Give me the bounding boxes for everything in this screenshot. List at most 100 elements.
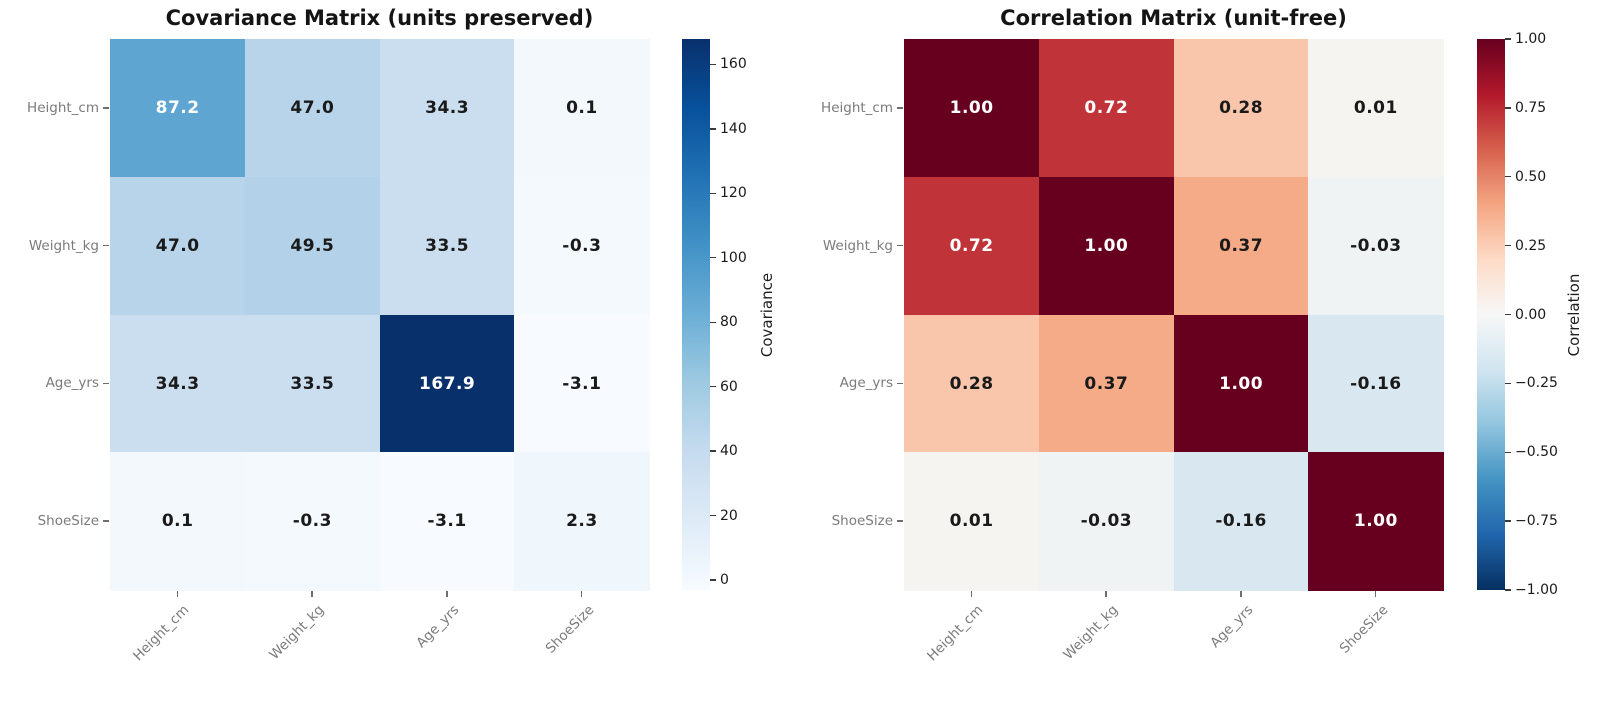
- y-tick-mark: [103, 107, 109, 109]
- cell-value: 0.72: [949, 235, 994, 256]
- colorbar-tick-mark: [1505, 313, 1511, 316]
- colorbar-tick-label: 40: [720, 443, 738, 460]
- colorbar-tick-label: 160: [720, 56, 747, 73]
- heatmap-cell-Height_cm-ShoeSize: 0.01: [1308, 39, 1444, 178]
- y-axis-label-Weight_kg: Weight_kg: [28, 237, 99, 254]
- heatmap-cell-ShoeSize-Height_cm: 0.01: [904, 452, 1040, 591]
- colorbar-tick-mark: [1505, 589, 1511, 591]
- y-tick-mark: [103, 520, 109, 522]
- colorbar-tick-label: −0.75: [1515, 513, 1558, 530]
- x-tick-mark: [1240, 591, 1242, 597]
- cell-value: 0.1: [566, 98, 598, 119]
- cell-value: 1.00: [1353, 511, 1398, 532]
- heatmap-cell-Height_cm-Weight_kg: 47.0: [244, 39, 380, 178]
- colorbar-tick-label: 20: [720, 507, 738, 524]
- cell-value: -3.1: [562, 373, 602, 394]
- heatmap-cell-Weight_kg-Age_yrs: 0.37: [1173, 176, 1309, 315]
- cell-value: 47.0: [155, 235, 200, 256]
- colorbar-tick-mark: [710, 257, 716, 259]
- colorbar-tick-label: 60: [720, 378, 738, 395]
- heatmap-cell-Age_yrs-Height_cm: 0.28: [904, 314, 1040, 453]
- heatmap-cell-Height_cm-Weight_kg: 0.72: [1038, 39, 1174, 178]
- colorbar-tick-mark: [710, 385, 716, 388]
- colorbar-tick-mark: [1505, 107, 1511, 109]
- heatmap-cell-ShoeSize-Age_yrs: -0.16: [1173, 452, 1309, 591]
- colorbar-tick-mark: [1505, 520, 1511, 522]
- x-tick-mark: [176, 591, 179, 597]
- colorbar-tick-mark: [710, 192, 716, 195]
- heatmap-cell-Height_cm-Height_cm: 87.2: [110, 39, 246, 178]
- colorbar-tick-label: −0.50: [1515, 444, 1558, 461]
- colorbar-tick-mark: [1505, 451, 1511, 453]
- colorbar-tick-mark: [710, 579, 716, 581]
- cell-value: 0.1: [161, 511, 194, 532]
- cell-value: 1.00: [1084, 235, 1129, 256]
- heatmap-cell-Age_yrs-Age_yrs: 1.00: [1173, 314, 1309, 453]
- cell-value: 167.9: [418, 373, 476, 394]
- colorbar-tick-label: 120: [720, 185, 747, 202]
- figure-canvas: Covariance Matrix (units preserved) 87.2…: [110, 6, 1583, 591]
- cell-value: 0.28: [1219, 98, 1264, 119]
- cell-value: -0.3: [292, 511, 332, 532]
- cell-value: -0.03: [1080, 511, 1133, 532]
- heatmap-cell-Weight_kg-Height_cm: 47.0: [110, 176, 246, 315]
- heatmap-cell-ShoeSize-Height_cm: 0.1: [110, 452, 246, 591]
- heatmap-cell-Height_cm-Age_yrs: 34.3: [379, 39, 515, 178]
- heatmap-cell-Age_yrs-ShoeSize: -0.16: [1308, 314, 1444, 453]
- heatmap-cell-Age_yrs-ShoeSize: -3.1: [514, 314, 650, 453]
- covariance-colorbar: [682, 39, 710, 590]
- colorbar-tick-label: 140: [720, 120, 747, 137]
- y-axis-label-Height_cm: Height_cm: [821, 99, 893, 116]
- cell-value: 2.3: [566, 511, 598, 532]
- colorbar-tick-label: 1.00: [1515, 31, 1547, 47]
- heatmap-cell-Age_yrs-Weight_kg: 33.5: [244, 314, 380, 453]
- y-axis-label-Age_yrs: Age_yrs: [839, 375, 893, 392]
- y-axis-label-Age_yrs: Age_yrs: [45, 375, 99, 392]
- x-tick-mark: [580, 591, 583, 597]
- heatmap-cell-Height_cm-Age_yrs: 0.28: [1173, 39, 1309, 178]
- cell-value: 0.28: [949, 373, 994, 394]
- heatmap-cell-ShoeSize-ShoeSize: 2.3: [514, 452, 650, 591]
- x-tick-mark: [446, 591, 448, 597]
- x-tick-mark: [970, 591, 973, 597]
- heatmap-cell-ShoeSize-ShoeSize: 1.00: [1308, 452, 1444, 591]
- y-tick-mark: [897, 244, 903, 247]
- y-tick-mark: [897, 107, 903, 109]
- colorbar-tick-label: −0.25: [1515, 375, 1558, 392]
- colorbar-tick-label: 0.00: [1515, 306, 1547, 323]
- heatmap-cell-Weight_kg-Weight_kg: 1.00: [1038, 176, 1174, 315]
- colorbar-tick-mark: [1505, 244, 1511, 247]
- cell-value: 0.37: [1084, 373, 1129, 394]
- y-axis-label-ShoeSize: ShoeSize: [37, 513, 99, 530]
- cell-value: 0.01: [1353, 98, 1398, 119]
- y-axis-label-Height_cm: Height_cm: [27, 99, 99, 116]
- heatmap-cell-Age_yrs-Weight_kg: 0.37: [1038, 314, 1174, 453]
- covariance-colorbar-axis-label: Covariance: [758, 272, 776, 357]
- heatmap-cell-ShoeSize-Age_yrs: -3.1: [379, 452, 515, 591]
- cell-value: 33.5: [290, 373, 335, 394]
- colorbar-tick-label: −1.00: [1515, 582, 1558, 598]
- y-tick-mark: [897, 382, 903, 385]
- heatmap-cell-Weight_kg-Height_cm: 0.72: [904, 176, 1040, 315]
- correlation-colorbar-axis-label: Correlation: [1565, 273, 1583, 356]
- colorbar-tick-mark: [1505, 382, 1511, 385]
- colorbar-tick-mark: [1505, 38, 1511, 40]
- colorbar-tick-mark: [710, 321, 716, 323]
- heatmap-cell-ShoeSize-Weight_kg: -0.3: [244, 452, 380, 591]
- cell-value: 0.01: [949, 511, 994, 532]
- colorbar-tick-mark: [710, 128, 716, 130]
- y-tick-mark: [897, 520, 903, 522]
- cell-value: -0.16: [1215, 511, 1267, 532]
- colorbar-tick-label: 0.25: [1515, 237, 1547, 254]
- heatmap-cell-Weight_kg-ShoeSize: -0.03: [1308, 176, 1444, 315]
- cell-value: 34.3: [155, 373, 200, 394]
- cell-value: 1.00: [1219, 373, 1264, 394]
- x-tick-mark: [311, 591, 313, 597]
- correlation-chart-title: Correlation Matrix (unit-free): [1000, 6, 1347, 30]
- x-tick-mark: [1105, 591, 1107, 597]
- y-axis-label-ShoeSize: ShoeSize: [831, 513, 893, 530]
- heatmap-cell-Age_yrs-Height_cm: 34.3: [110, 314, 246, 453]
- cell-value: 0.37: [1219, 235, 1264, 256]
- cell-value: 87.2: [155, 98, 200, 119]
- covariance-chart-title: Covariance Matrix (units preserved): [165, 6, 594, 30]
